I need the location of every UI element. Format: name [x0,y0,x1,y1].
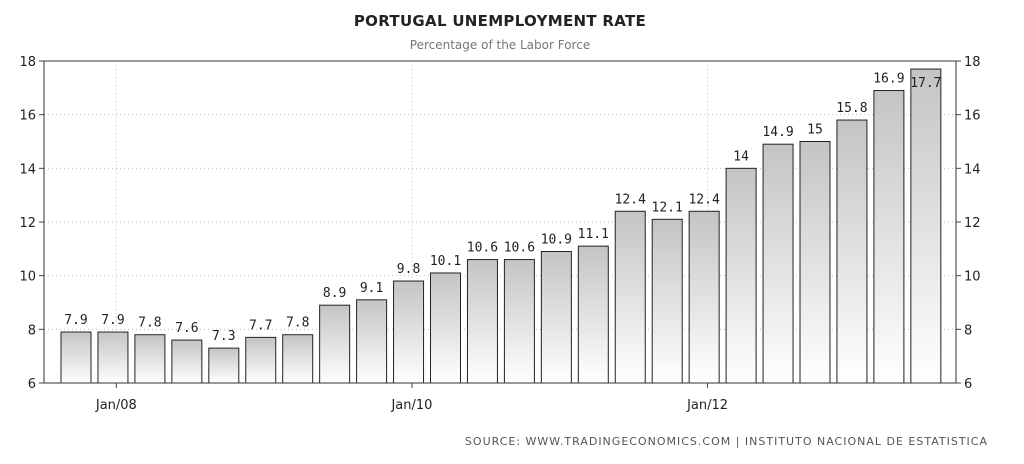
bar-value-label: 12.4 [615,192,646,207]
y-tick-label-right: 18 [964,55,981,70]
bar [171,339,203,384]
bar [466,259,498,384]
y-tick-label-left: 12 [19,216,36,231]
bar-value-label: 7.8 [286,316,309,331]
y-tick-label-left: 10 [19,270,36,285]
bar-value-label: 10.1 [430,254,461,269]
bar [356,299,388,384]
x-tick-label: Jan/12 [686,398,728,413]
bar [762,143,794,384]
bar [910,68,942,384]
y-tick-label-right: 8 [964,323,972,338]
y-tick-label-right: 6 [964,377,972,392]
bar [97,331,129,384]
bar-value-label: 10.9 [541,233,572,248]
bar-value-label: 9.8 [397,262,420,277]
bar-value-label: 12.1 [652,200,683,215]
bar-value-label: 7.8 [138,316,161,331]
bar [208,347,240,384]
y-tick-label-right: 16 [964,109,981,124]
bar [873,90,905,384]
bar [799,141,831,384]
y-tick-label-right: 12 [964,216,981,231]
plot-frame [43,60,957,384]
bar-value-label: 12.4 [688,192,719,207]
axes: 6 6 8 8 10 10 12 12 14 14 16 16 18 18 Jan/08 Jan/10 Jan/… [19,55,980,413]
x-tick-label: Jan/08 [95,398,137,413]
bar [60,331,92,384]
bar [393,280,425,384]
bar-value-label: 7.9 [101,313,124,328]
bar-value-label: 7.6 [175,321,198,336]
bar [688,210,720,384]
bar [614,210,646,384]
bar [503,259,535,384]
bar-value-label: 7.7 [249,318,272,333]
bars [60,68,942,384]
bar [134,334,166,384]
bar [725,167,757,384]
bar-value-label: 16.9 [873,72,904,87]
bar [282,334,314,384]
y-tick-label-right: 10 [964,270,981,285]
bar-value-label: 10.6 [467,241,498,256]
bar-value-label: 17.7 [910,76,941,91]
bar [245,336,277,384]
bar [430,272,461,384]
bar-value-label: 11.1 [578,227,609,242]
y-tick-label-left: 18 [19,55,36,70]
bar [577,245,609,384]
y-tick-label-left: 16 [19,109,36,124]
y-tick-label-left: 6 [28,377,36,392]
y-tick-label-left: 14 [19,162,36,177]
bar [836,119,868,384]
bar [319,304,351,384]
y-tick-label-left: 8 [28,323,36,338]
x-tick-label: Jan/10 [390,398,432,413]
bar-value-label: 14.9 [762,125,793,140]
source-note: SOURCE: WWW.TRADINGECONOMICS.COM | INSTI… [464,435,988,448]
bar-value-label: 8.9 [323,286,346,301]
bar [540,251,572,384]
bar-value-label: 14 [733,149,749,164]
chart-subtitle: Percentage of the Labor Force [409,38,591,52]
bar-value-label: 7.3 [212,329,235,344]
bar [651,218,683,384]
bar-value-label: 15 [807,123,823,138]
y-tick-label-right: 14 [964,162,981,177]
bar-value-label: 15.8 [836,101,867,116]
bar-value-label: 10.6 [504,241,535,256]
value-labels: 7.9 7.9 7.8 7.6 7.3 7.7 7.8 8.9 9.1 9.8 10.1 10.6 10… [64,72,941,345]
bar-value-label: 9.1 [360,281,383,296]
bar-value-label: 7.9 [64,313,87,328]
chart-title: PORTUGAL UNEMPLOYMENT RATE [353,12,647,30]
